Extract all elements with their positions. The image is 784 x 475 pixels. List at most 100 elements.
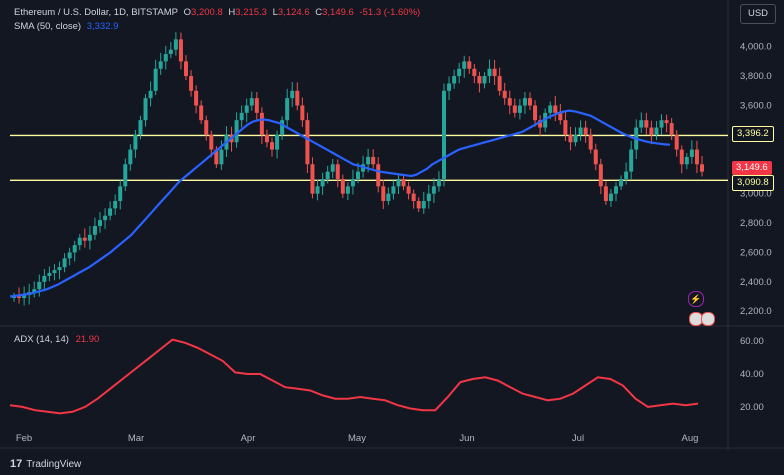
time-tick-label: Apr <box>241 433 256 444</box>
candle-body <box>47 273 52 276</box>
candle-body <box>421 201 426 209</box>
candle-body <box>507 98 512 106</box>
adx-line <box>9 338 699 415</box>
candle-body <box>436 178 441 187</box>
candle-body <box>249 98 254 106</box>
candle-body <box>163 54 168 62</box>
candle-body <box>22 295 27 299</box>
candle-body <box>275 134 280 150</box>
candle-body <box>517 105 522 113</box>
time-tick-label: Aug <box>682 433 699 444</box>
candle-body <box>98 220 102 226</box>
candle-body <box>487 68 492 77</box>
support-price-tag: 3,090.8 <box>732 175 774 191</box>
price-tick-label: 4,000.0 <box>740 42 772 53</box>
candle-body <box>431 186 436 194</box>
last-price-tag: 3,149.6 <box>732 161 772 175</box>
candle-body <box>264 134 269 143</box>
candle-body <box>649 127 654 135</box>
candle-body <box>396 178 401 187</box>
candle-body <box>290 90 295 99</box>
candle-body <box>204 120 209 135</box>
candle-body <box>538 120 543 128</box>
candle-body <box>528 98 532 106</box>
sma-legend[interactable]: SMA (50, close) 3,332.9 <box>14 21 121 32</box>
symbol-title: Ethereum / U.S. Dollar, 1D, BITSTAMP <box>14 7 179 18</box>
candle-body <box>173 39 178 50</box>
candle-body <box>128 149 133 165</box>
candle-body <box>624 171 629 179</box>
lightning-icon[interactable]: ⚡ <box>688 291 704 307</box>
candle-body <box>457 68 462 77</box>
candle-body <box>558 112 563 121</box>
candle-body <box>330 164 335 172</box>
candle-body <box>406 186 411 194</box>
candle-body <box>386 193 391 202</box>
tradingview-branding[interactable]: 17 TradingView <box>10 458 81 470</box>
adx-tick-label: 40.00 <box>740 369 764 380</box>
sma-value: 3,332.9 <box>86 21 119 32</box>
candle-body <box>315 186 320 194</box>
us-flag-icon-2[interactable] <box>701 312 715 326</box>
candle-body <box>340 178 345 194</box>
price-tick-label: 2,600.0 <box>740 247 772 258</box>
candle-body <box>254 98 259 113</box>
price-tick-label: 3,600.0 <box>740 100 772 111</box>
candle-body <box>259 112 264 135</box>
candle-body <box>244 105 249 113</box>
candle-body <box>462 61 467 69</box>
candle-body <box>492 68 497 77</box>
candle-body <box>694 149 699 165</box>
candle-body <box>366 156 371 165</box>
candle-body <box>214 149 219 165</box>
candle-body <box>305 120 310 165</box>
candle-body <box>659 120 664 128</box>
close-value: 3,149.6 <box>322 7 354 18</box>
candle-body <box>199 105 204 121</box>
candle-body <box>416 201 421 209</box>
candle-body <box>234 120 239 143</box>
candle-body <box>467 61 472 69</box>
candle-body <box>113 201 118 209</box>
adx-legend[interactable]: ADX (14, 14) 21.90 <box>14 334 99 345</box>
candle-body <box>280 120 285 135</box>
candle-body <box>87 234 92 241</box>
candle-body <box>12 296 16 299</box>
candle-body <box>447 83 452 91</box>
candle-body <box>67 252 72 259</box>
candle-body <box>138 120 143 135</box>
candle-body <box>52 270 57 274</box>
symbol-header: Ethereum / U.S. Dollar, 1D, BITSTAMP O3,… <box>14 7 423 18</box>
candle-body <box>103 215 108 221</box>
candle-body <box>684 156 689 165</box>
time-tick-label: Feb <box>16 433 32 444</box>
candle-body <box>350 178 355 187</box>
candle-body <box>598 164 603 187</box>
candle-body <box>77 237 82 246</box>
candle-body <box>123 164 128 187</box>
candle-body <box>401 178 406 187</box>
candle-body <box>497 76 502 91</box>
candle-body <box>674 134 679 150</box>
price-tick-label: 2,200.0 <box>740 306 772 317</box>
time-tick-label: Jul <box>572 433 584 444</box>
candle-body <box>477 76 482 84</box>
candle-body <box>371 156 376 165</box>
brand-name: TradingView <box>26 458 82 470</box>
candle-body <box>654 127 659 135</box>
candle-body <box>391 186 396 194</box>
candle-body <box>148 90 153 99</box>
candle-body <box>42 275 47 282</box>
candle-body <box>32 289 37 293</box>
candle-body <box>189 76 194 91</box>
candle-body <box>325 171 330 179</box>
currency-button[interactable]: USD <box>740 4 776 24</box>
candle-body <box>270 142 274 150</box>
candle-body <box>310 164 315 194</box>
candle-body <box>522 98 527 106</box>
candle-body <box>17 296 22 299</box>
candle-body <box>568 134 573 143</box>
candle-body <box>639 120 644 128</box>
